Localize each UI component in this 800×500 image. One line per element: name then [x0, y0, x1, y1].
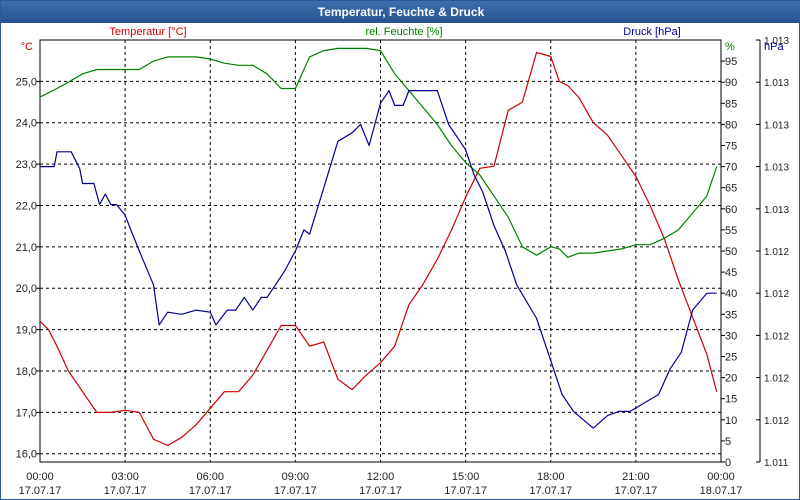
x-tick-time: 09:00: [282, 471, 310, 483]
humidity-tick-label: 15: [725, 394, 737, 406]
x-tick-date: 17.07.17: [529, 485, 572, 497]
pressure-axis-title: Druck [hPa]: [623, 26, 680, 38]
x-tick-time: 03:00: [111, 471, 139, 483]
x-tick-date: 17.07.17: [19, 485, 62, 497]
humidity-tick-label: 5: [725, 436, 731, 448]
x-tick-date: 17.07.17: [189, 485, 232, 497]
x-tick-time: 06:00: [196, 471, 224, 483]
humidity-tick-label: 10: [725, 415, 737, 427]
pressure-tick-label: 1.012: [764, 331, 789, 342]
x-tick-time: 21:00: [622, 471, 650, 483]
x-tick-date: 17.07.17: [359, 485, 402, 497]
temperature-tick-label: 24,0: [16, 118, 37, 130]
pressure-tick-label: 1.012: [764, 374, 789, 385]
humidity-tick-label: 45: [725, 267, 737, 279]
temperature-tick-label: 19,0: [16, 325, 37, 337]
humidity-tick-label: 25: [725, 352, 737, 364]
window-title: Temperatur, Feuchte & Druck: [1, 1, 800, 23]
pressure-tick-label: 1.013: [764, 36, 789, 47]
x-tick-time: 15:00: [452, 471, 480, 483]
temperature-tick-label: 22,0: [16, 200, 37, 212]
pressure-tick-label: 1.011: [764, 458, 789, 469]
temperature-tick-label: 16,0: [16, 449, 37, 461]
humidity-tick-label: 90: [725, 77, 737, 89]
humidity-tick-label: 40: [725, 288, 737, 300]
humidity-tick-label: 0: [725, 457, 731, 469]
temperature-tick-label: 20,0: [16, 283, 37, 295]
x-tick-date: 17.07.17: [614, 485, 657, 497]
temperature-axis-title: Temperatur [°C]: [109, 26, 186, 38]
pressure-tick-label: 1.013: [764, 163, 789, 174]
x-tick-time: 12:00: [367, 471, 395, 483]
x-tick-date: 17.07.17: [444, 485, 487, 497]
pressure-tick-label: 1.013: [764, 120, 789, 131]
humidity-tick-label: 60: [725, 204, 737, 216]
humidity-unit-label: %: [725, 41, 735, 53]
humidity-tick-label: 20: [725, 373, 737, 385]
pressure-tick-label: 1.012: [764, 289, 789, 300]
temperature-tick-label: 21,0: [16, 242, 37, 254]
humidity-series-line: [39, 47, 718, 258]
pressure-tick-label: 1.012: [764, 247, 789, 258]
humidity-tick-label: 80: [725, 119, 737, 131]
x-tick-date: 18.07.17: [700, 485, 743, 497]
pressure-tick-label: 1.013: [764, 205, 789, 216]
pressure-tick-label: 1.013: [764, 78, 789, 89]
x-tick-time: 00:00: [26, 471, 54, 483]
humidity-tick-label: 70: [725, 162, 737, 174]
temperature-series-line: [39, 51, 718, 447]
temperature-tick-label: 17,0: [16, 407, 37, 419]
humidity-axis-title: rel. Feuchte [%]: [365, 26, 442, 38]
humidity-tick-label: 55: [725, 225, 737, 237]
x-tick-time: 18:00: [537, 471, 565, 483]
humidity-tick-label: 85: [725, 98, 737, 110]
temperature-tick-label: 18,0: [16, 366, 37, 378]
humidity-tick-label: 50: [725, 246, 737, 258]
humidity-tick-label: 30: [725, 330, 737, 342]
humidity-tick-label: 35: [725, 309, 737, 321]
humidity-tick-label: 75: [725, 141, 737, 153]
x-tick-time: 00:00: [707, 471, 735, 483]
temperature-tick-label: 25,0: [16, 76, 37, 88]
humidity-tick-label: 65: [725, 183, 737, 195]
x-tick-date: 17.07.17: [274, 485, 317, 497]
pressure-unit-label: hPa: [764, 41, 784, 53]
humidity-tick-label: 95: [725, 56, 737, 68]
pressure-series-line: [40, 89, 717, 429]
pressure-tick-label: 1.012: [764, 416, 789, 427]
x-tick-date: 17.07.17: [104, 485, 147, 497]
temperature-unit-label: °C: [21, 41, 33, 53]
temperature-tick-label: 23,0: [16, 159, 37, 171]
